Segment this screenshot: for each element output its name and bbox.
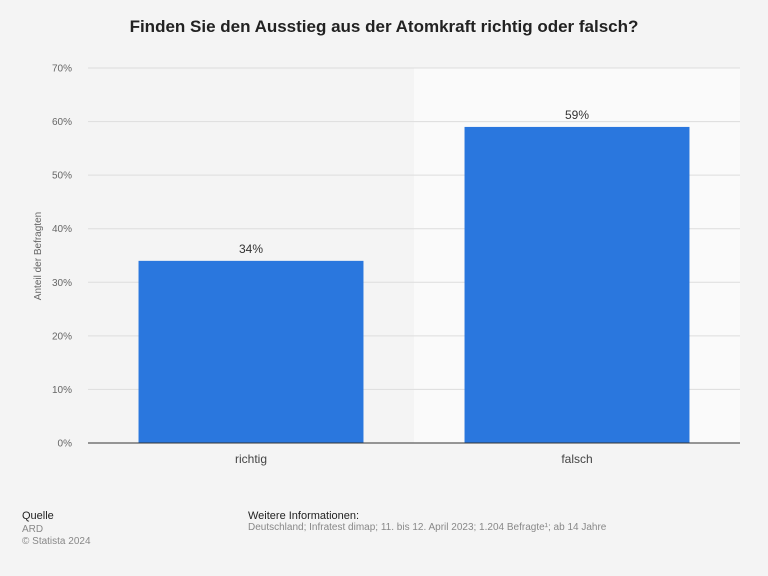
y-axis-label: Anteil der Befragten <box>33 212 44 300</box>
y-tick-label: 20% <box>52 331 72 342</box>
source-name: ARD <box>22 524 44 535</box>
y-tick-label: 30% <box>52 278 72 289</box>
info-text: Deutschland; Infratest dimap; 11. bis 12… <box>248 522 607 533</box>
bar <box>138 260 364 443</box>
y-tick-label: 50% <box>52 171 72 182</box>
x-tick-label: falsch <box>561 452 592 466</box>
bar <box>464 126 690 443</box>
bar-chart: 0% 10% 20% 30% 40% 50% 60% 70% Anteil der Befrag… <box>33 64 740 466</box>
y-tick-label: 10% <box>52 385 72 396</box>
copyright-text: © Statista 2024 <box>22 536 91 547</box>
y-tick-label: 40% <box>52 224 72 235</box>
y-tick-label: 70% <box>52 64 72 75</box>
chart-title: Finden Sie den Ausstieg aus der Atomkraf… <box>129 17 639 36</box>
y-tick-label: 60% <box>52 117 72 128</box>
data-label: 34% <box>239 242 263 256</box>
y-tick-label: 0% <box>58 439 73 450</box>
data-label: 59% <box>565 108 589 122</box>
source-label: Quelle <box>22 510 54 522</box>
x-tick-label: richtig <box>235 452 267 466</box>
info-label: Weitere Informationen: <box>248 510 360 522</box>
